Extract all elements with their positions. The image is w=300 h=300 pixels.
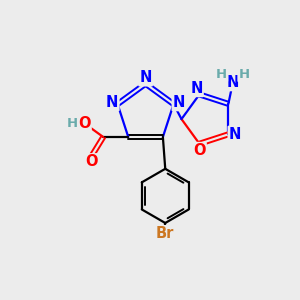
Text: N: N: [226, 75, 239, 90]
Text: H: H: [238, 68, 250, 81]
Text: O: O: [78, 116, 91, 131]
Text: N: N: [229, 127, 241, 142]
Text: N: N: [106, 95, 118, 110]
Text: O: O: [85, 154, 98, 169]
Text: Br: Br: [156, 226, 174, 241]
Text: N: N: [140, 70, 152, 86]
Text: N: N: [173, 95, 185, 110]
Text: H: H: [67, 117, 78, 130]
Text: O: O: [193, 143, 206, 158]
Text: N: N: [190, 81, 203, 96]
Text: H: H: [216, 68, 227, 81]
